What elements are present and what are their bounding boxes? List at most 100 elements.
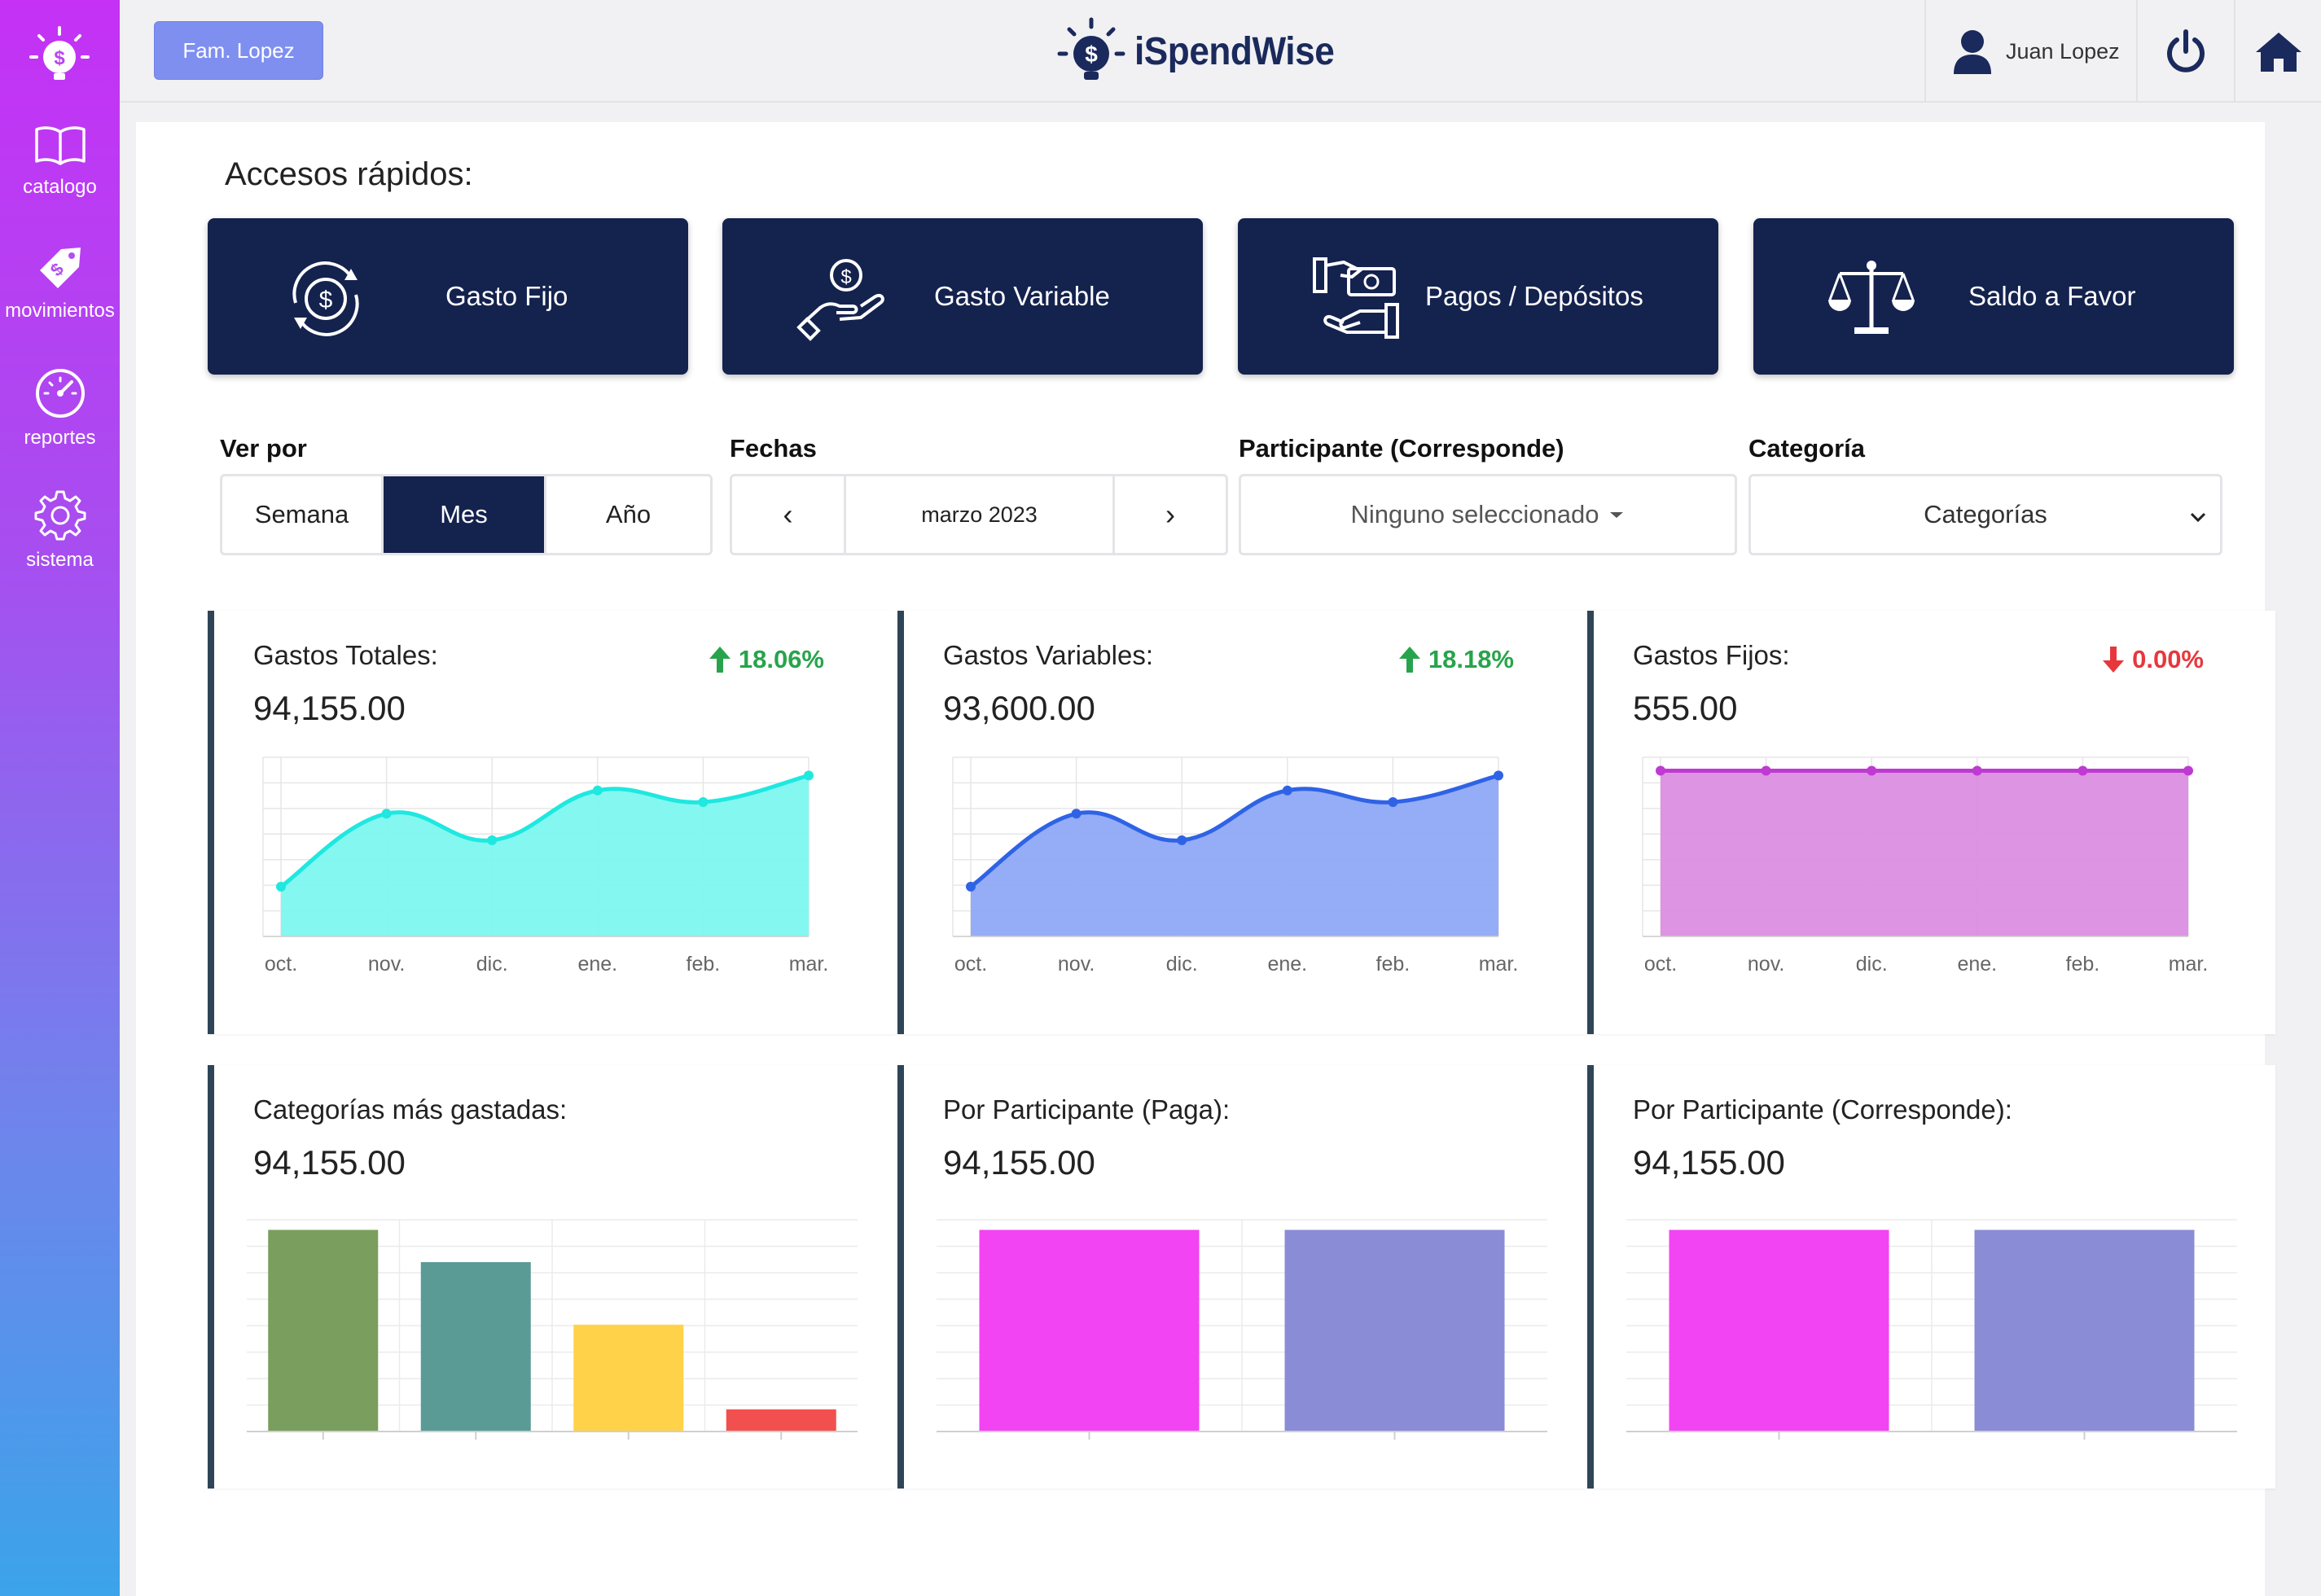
user-name: Juan Lopez bbox=[2006, 38, 2120, 64]
bar bbox=[979, 1230, 1200, 1432]
brand-name: iSpendWise bbox=[1134, 29, 1335, 73]
data-point bbox=[1177, 835, 1187, 845]
chart-gastos-fijos: oct. nov. dic. ene. feb. mar. bbox=[1642, 756, 2209, 976]
tag-icon: $ bbox=[39, 248, 81, 288]
sidebar: $ catalogo $ movimientos reportes bbox=[0, 0, 120, 1596]
app-logo-icon[interactable]: $ bbox=[23, 23, 96, 88]
data-point bbox=[966, 881, 976, 892]
sidebar-item-label: sistema bbox=[26, 549, 94, 571]
card-value: 555.00 bbox=[1633, 689, 1738, 727]
data-point bbox=[1071, 809, 1082, 819]
hand-coin-icon: $ bbox=[796, 259, 884, 341]
prev-month-button[interactable]: ‹ bbox=[732, 476, 846, 553]
x-tick-label: mar. bbox=[1479, 953, 1519, 976]
quick-gasto-fijo-button[interactable]: $ Gasto Fijo bbox=[208, 218, 688, 375]
chart-participante-paga bbox=[937, 1219, 1547, 1440]
brand[interactable]: $ iSpendWise bbox=[1055, 13, 1352, 90]
x-tick-label: ene. bbox=[1957, 953, 1997, 976]
card-value: 94,155.00 bbox=[253, 1143, 406, 1182]
x-tick-label: ene. bbox=[577, 953, 617, 976]
card-change: 18.06% bbox=[709, 645, 824, 674]
x-tick-label: oct. bbox=[265, 953, 297, 976]
data-point bbox=[1867, 765, 1877, 776]
family-button[interactable]: Fam. Lopez bbox=[154, 21, 323, 80]
date-value[interactable]: marzo 2023 bbox=[846, 476, 1115, 553]
x-tick-label: mar. bbox=[2169, 953, 2209, 976]
bar bbox=[1669, 1230, 1889, 1432]
user-menu[interactable]: Juan Lopez bbox=[1924, 0, 2136, 103]
category-label: Categoría bbox=[1748, 434, 1865, 463]
svg-text:$: $ bbox=[319, 287, 333, 314]
gear-icon bbox=[34, 490, 86, 541]
sidebar-item-catalogo[interactable]: catalogo bbox=[0, 122, 120, 199]
chart-gastos-totales: oct. nov. dic. ene. feb. mar. bbox=[262, 756, 829, 976]
sidebar-item-label: reportes bbox=[24, 427, 96, 449]
category-select[interactable]: Categorías bbox=[1748, 474, 2222, 555]
card-change-value: 18.18% bbox=[1428, 645, 1514, 673]
arrow-up-icon bbox=[709, 647, 731, 673]
data-point bbox=[1761, 765, 1771, 776]
brand-logo-icon: $ bbox=[1057, 17, 1125, 80]
x-tick-label: ene. bbox=[1267, 953, 1307, 976]
gauge-icon bbox=[35, 369, 85, 418]
home-icon bbox=[2255, 33, 2301, 72]
card-change-value: 0.00% bbox=[2132, 645, 2204, 673]
card-participante-paga: Por Participante (Paga): 94,155.00 bbox=[897, 1065, 1586, 1489]
data-point bbox=[276, 881, 286, 892]
quick-pagos-depositos-button[interactable]: Pagos / Depósitos bbox=[1238, 218, 1718, 375]
x-tick-label: nov. bbox=[1748, 953, 1784, 976]
bar bbox=[1284, 1230, 1505, 1432]
data-point bbox=[381, 809, 392, 819]
x-tick-label: feb. bbox=[687, 953, 721, 976]
category-value: Categorías bbox=[1924, 500, 2047, 528]
next-month-button[interactable]: › bbox=[1165, 498, 1175, 531]
svg-text:$: $ bbox=[54, 47, 65, 69]
x-tick-label: dic. bbox=[1856, 953, 1888, 976]
chart-participante-corresponde bbox=[1626, 1219, 2237, 1440]
logout-button[interactable] bbox=[2136, 0, 2234, 103]
x-tick-label: oct. bbox=[1644, 953, 1677, 976]
card-title: Gastos Totales: bbox=[253, 640, 438, 670]
quick-saldo-favor-button[interactable]: Saldo a Favor bbox=[1753, 218, 2234, 375]
participant-select[interactable]: Ninguno seleccionado bbox=[1239, 474, 1737, 555]
quick-label: Gasto Variable bbox=[934, 281, 1110, 311]
view-option-mes[interactable]: Mes bbox=[384, 476, 546, 553]
data-point bbox=[1494, 770, 1503, 781]
date-picker: ‹ marzo 2023 › bbox=[730, 474, 1228, 555]
view-option-ano[interactable]: Año bbox=[605, 500, 652, 528]
card-gastos-variables: Gastos Variables: 93,600.00 18.18% oct. n… bbox=[897, 611, 1586, 1034]
balance-scale-icon bbox=[1828, 261, 1915, 334]
data-point bbox=[592, 785, 603, 796]
card-value: 94,155.00 bbox=[253, 689, 406, 727]
x-tick-label: nov. bbox=[1058, 953, 1095, 976]
data-point bbox=[1282, 785, 1292, 796]
card-title: Gastos Fijos: bbox=[1633, 640, 1790, 670]
sidebar-item-movimientos[interactable]: $ movimientos bbox=[0, 243, 120, 322]
quick-gasto-variable-button[interactable]: $ Gasto Variable bbox=[722, 218, 1203, 375]
quick-label: Gasto Fijo bbox=[445, 281, 568, 311]
data-point bbox=[2183, 765, 2193, 776]
card-change-value: 18.06% bbox=[738, 645, 824, 673]
card-categorias: Categorías más gastadas: 94,155.00 bbox=[208, 1065, 896, 1489]
view-by-segmented: Semana Mes Año bbox=[220, 474, 713, 555]
bar bbox=[268, 1230, 379, 1432]
view-option-semana[interactable]: Semana bbox=[222, 476, 384, 553]
view-by-label: Ver por bbox=[220, 434, 307, 463]
bar bbox=[1974, 1230, 2195, 1432]
bar bbox=[573, 1324, 684, 1432]
user-icon bbox=[1954, 30, 1991, 74]
card-value: 94,155.00 bbox=[1633, 1143, 1785, 1182]
card-title: Por Participante (Paga): bbox=[943, 1094, 1231, 1125]
data-point bbox=[698, 797, 709, 807]
sidebar-item-label: catalogo bbox=[23, 176, 97, 198]
data-point bbox=[1972, 765, 1982, 776]
bar bbox=[420, 1262, 531, 1432]
bar bbox=[726, 1409, 836, 1432]
home-button[interactable] bbox=[2234, 0, 2321, 103]
sidebar-item-reportes[interactable]: reportes bbox=[0, 366, 120, 449]
sidebar-item-sistema[interactable]: sistema bbox=[0, 489, 120, 572]
money-exchange-icon bbox=[1313, 257, 1399, 339]
x-tick-label: dic. bbox=[1166, 953, 1198, 976]
quick-label: Pagos / Depósitos bbox=[1425, 281, 1643, 311]
x-tick-label: mar. bbox=[789, 953, 829, 976]
